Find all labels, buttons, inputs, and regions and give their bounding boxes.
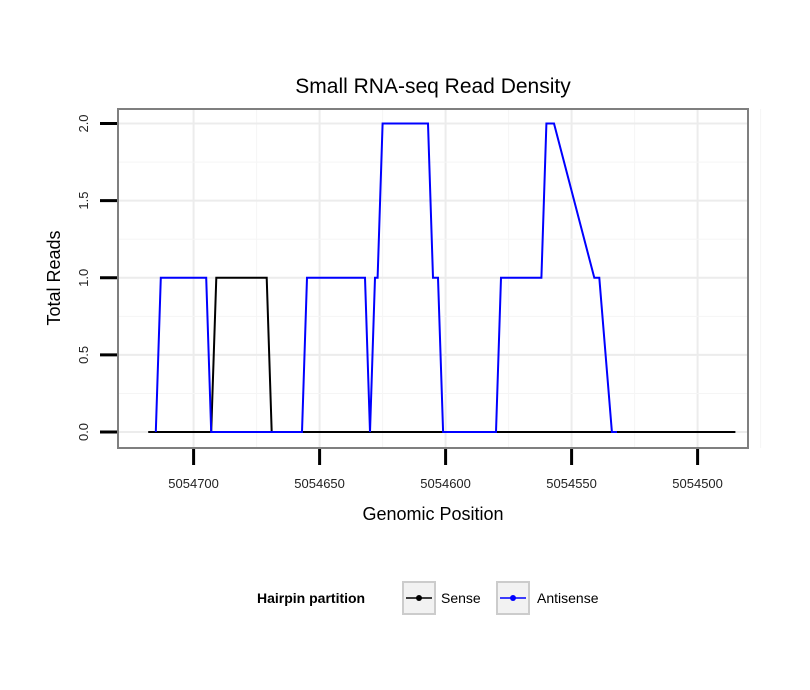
x-axis-title: Genomic Position [362,504,503,524]
y-axis-title: Total Reads [44,230,64,325]
legend-title: Hairpin partition [257,590,365,606]
x-tick-label-1: 5054650 [294,476,345,491]
series-line-antisense [154,122,617,433]
x-tick-label-4: 5054500 [672,476,723,491]
y-tick-label-0: 0.0 [76,423,91,441]
y-tick-label-3: 1.5 [76,192,91,210]
chart-title: Small RNA-seq Read Density [295,75,571,98]
axes: 0.0 0.5 1.0 1.5 2.0 5054700 5054650 5054600 5054… [76,114,723,491]
x-tick-label-2: 5054600 [420,476,471,491]
y-tick-label-4: 2.0 [76,114,91,132]
legend-item-antisense: Antisense [496,581,599,615]
legend-swatch-dot-antisense [510,595,516,601]
y-tick-label-2: 1.0 [76,269,91,287]
series-line-sense [148,276,736,433]
plot-panel-border [117,108,749,449]
legend-label-sense: Sense [441,590,481,606]
legend-label-antisense: Antisense [537,590,599,606]
x-tick-label-3: 5054550 [546,476,597,491]
series-group [148,122,736,433]
legend-swatch-dot-sense [416,595,422,601]
x-tick-label-0: 5054700 [168,476,219,491]
legend-item-sense: Sense [402,581,481,615]
legend: Hairpin partition Sense Antisense [257,581,599,615]
y-tick-label-1: 0.5 [76,346,91,364]
